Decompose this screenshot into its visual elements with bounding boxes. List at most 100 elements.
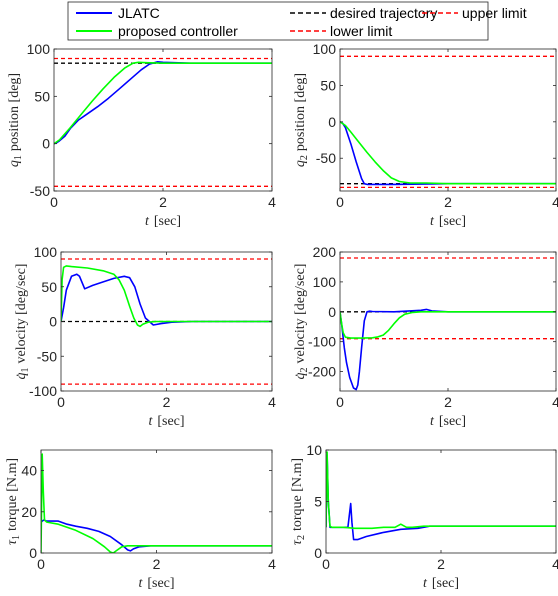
x-tick-label: 0 <box>336 394 344 410</box>
x-axis-label: t [sec] <box>145 214 181 229</box>
x-tick-label: 2 <box>163 394 171 410</box>
y-tick-label: 100 <box>27 41 51 57</box>
x-tick-label: 4 <box>268 194 276 210</box>
y-axis-subscript: 2 <box>296 535 307 540</box>
y-axis-text: torque [N.m] <box>5 458 20 531</box>
legend-label: JLATC <box>118 5 160 21</box>
legend-entry: JLATC <box>76 5 160 21</box>
y-tick-label: 100 <box>313 41 337 57</box>
y-axis-text: velocity [deg/sec] <box>14 264 29 364</box>
y-tick-label: 50 <box>34 88 50 104</box>
y-axis-var: q <box>293 160 308 167</box>
y-axis-subscript: 1 <box>13 155 24 160</box>
y-tick-label: 0 <box>314 545 322 561</box>
y-axis-text: position [deg] <box>7 73 22 151</box>
y-tick-label: -50 <box>37 348 57 364</box>
y-axis-subscript: 1 <box>20 367 31 372</box>
x-axis-label: t [sec] <box>148 414 184 429</box>
y-tick-label: 20 <box>21 504 37 520</box>
x-tick-label: 0 <box>37 556 45 572</box>
x-axis-var: t <box>145 214 150 229</box>
x-tick-label: 2 <box>437 556 445 572</box>
y-tick-label: 100 <box>34 244 58 260</box>
y-tick-label: 40 <box>21 463 37 479</box>
y-axis-var: q̇ <box>293 372 308 379</box>
y-tick-label: 0 <box>49 314 57 330</box>
x-tick-label: 4 <box>552 194 558 210</box>
series-line-proposed-controller <box>41 453 272 553</box>
y-tick-label: 5 <box>314 494 322 510</box>
plot-area <box>340 257 556 391</box>
axes-box <box>40 449 273 554</box>
x-axis-label: t [sec] <box>430 214 466 229</box>
x-axis-unit: [sec] <box>432 576 459 591</box>
x-axis-var: t <box>423 576 428 591</box>
series-line-jlatc <box>61 273 272 326</box>
y-axis-var: τ <box>5 539 20 545</box>
y-axis-label: q̇2 velocity [deg/sec] <box>293 264 310 380</box>
x-axis-unit: [sec] <box>147 576 174 591</box>
series-line-proposed-controller <box>340 310 556 339</box>
x-axis-label: t [sec] <box>138 576 174 591</box>
x-axis-unit: [sec] <box>439 214 466 229</box>
x-tick-label: 2 <box>159 194 167 210</box>
y-axis-text: position [deg] <box>293 73 308 151</box>
x-tick-label: 0 <box>50 194 58 210</box>
x-axis-unit: [sec] <box>157 414 184 429</box>
y-axis-label: τ1 torque [N.m] <box>5 458 22 545</box>
legend-label: lower limit <box>330 23 392 39</box>
legend-entry: desired trajectory <box>290 5 437 21</box>
legend-entry: lower limit <box>290 23 392 39</box>
plot-area <box>41 453 272 553</box>
x-axis-label: t [sec] <box>430 414 466 429</box>
y-axis-label: q̇1 velocity [deg/sec] <box>14 264 31 380</box>
y-tick-label: -100 <box>29 383 57 399</box>
plot-area <box>54 57 272 187</box>
x-tick-label: 0 <box>322 556 330 572</box>
x-axis-var: t <box>430 414 435 429</box>
plot-area <box>61 258 272 385</box>
x-tick-label: 4 <box>268 556 276 572</box>
x-axis-unit: [sec] <box>154 214 181 229</box>
series-line-proposed-controller <box>61 265 272 328</box>
x-tick-label: 4 <box>552 394 558 410</box>
y-tick-label: 50 <box>41 279 57 295</box>
series-line-jlatc <box>340 308 556 391</box>
x-axis-var: t <box>430 214 435 229</box>
plot-area <box>326 451 556 541</box>
x-axis-var: t <box>138 576 143 591</box>
x-axis-label: t [sec] <box>423 576 459 591</box>
y-axis-subscript: 1 <box>11 535 22 540</box>
y-axis-var: q̇ <box>14 372 29 379</box>
axes-box <box>53 48 273 192</box>
y-axis-label: q1 position [deg] <box>7 73 24 167</box>
y-axis-var: q <box>7 160 22 167</box>
y-tick-label: 0 <box>42 136 50 152</box>
axes-box <box>325 449 557 554</box>
y-tick-label: 200 <box>313 244 337 260</box>
y-tick-label: -100 <box>308 334 336 350</box>
series-line-jlatc <box>340 121 556 186</box>
x-tick-label: 4 <box>552 556 558 572</box>
y-axis-text: torque [N.m] <box>290 458 305 531</box>
legend-label: proposed controller <box>118 23 238 39</box>
x-tick-label: 2 <box>153 556 161 572</box>
y-tick-label: -200 <box>308 364 336 380</box>
series-line-jlatc <box>54 60 272 145</box>
legend-entry: upper limit <box>422 5 527 21</box>
y-tick-label: 0 <box>328 114 336 130</box>
legend-entry: proposed controller <box>76 23 238 39</box>
legend: JLATC proposed controller desired trajecto… <box>67 1 527 41</box>
x-tick-label: 2 <box>444 394 452 410</box>
x-axis-unit: [sec] <box>439 414 466 429</box>
x-tick-label: 0 <box>336 194 344 210</box>
y-tick-label: -50 <box>30 183 50 199</box>
y-tick-label: -50 <box>316 150 336 166</box>
axes-box <box>339 48 557 192</box>
legend-label: desired trajectory <box>330 5 437 21</box>
y-tick-label: 0 <box>29 545 37 561</box>
